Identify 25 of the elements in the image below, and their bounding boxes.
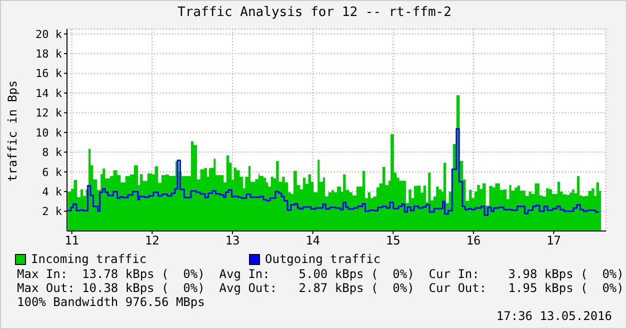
y-tick-label: 16 k: [36, 67, 62, 80]
y-tick-label: 4 k: [42, 185, 62, 198]
y-tick-label: 8 k: [42, 146, 62, 160]
x-tick-label: 14: [306, 234, 320, 248]
x-tick-label: 13: [225, 234, 240, 248]
x-tick-label: 17: [546, 234, 562, 248]
x-tick-label: 12: [144, 234, 160, 248]
text: 17:36 13.05.2016: [496, 309, 612, 323]
y-axis-title: traffic in Bps: [6, 80, 20, 182]
y-tick-label: 2 k: [42, 205, 62, 218]
legend-label: Outgoing traffic: [265, 252, 381, 266]
y-tick-label: 18 k: [36, 48, 62, 61]
y-tick-label: 14 k: [36, 86, 62, 100]
x-tick-label: 11: [64, 234, 80, 248]
y-tick-label: 6 k: [42, 166, 62, 179]
y-tick-label: 12 k: [36, 106, 62, 120]
text: 100% Bandwidth 976.56 MBps: [17, 295, 205, 309]
chart-title: Traffic Analysis for 12 -- rt-ffm-2: [176, 5, 452, 20]
y-tick-label: 20 k: [36, 28, 62, 41]
text: Max In: 13.78 kBps ( 0%) Avg In: 5.00 kBps ( 0%) Cur In: 3.98 kBps ( 0%): [17, 267, 624, 281]
text: Max Out: 10.38 kBps ( 0%) Avg Out: 2.87 kBps ( 0%) Cur Out: 1.95 kBps ( 0%): [17, 281, 624, 295]
x-tick-label: 16: [466, 234, 481, 248]
y-tick-label: 10 k: [36, 126, 62, 140]
x-tick-label: 15: [386, 234, 400, 248]
legend-label: Incoming traffic: [31, 252, 147, 266]
